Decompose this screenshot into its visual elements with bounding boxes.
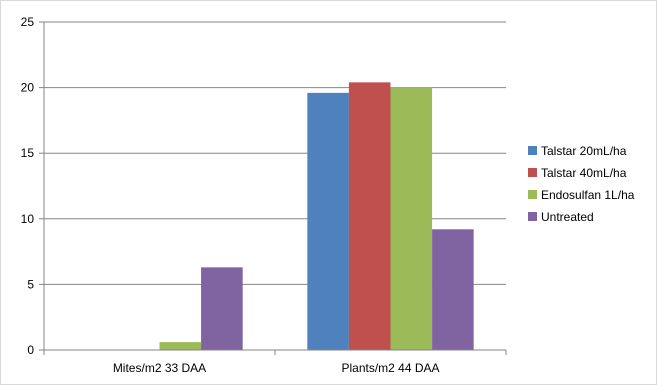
- bar-untreated-1: [432, 229, 474, 350]
- y-tick-label: 0: [27, 343, 34, 357]
- legend: Talstar 20mL/ha Talstar 40mL/ha Endosulfan…: [528, 144, 635, 224]
- bars: [159, 82, 474, 351]
- legend-swatch: [528, 168, 537, 177]
- y-tick-label: 10: [21, 212, 35, 226]
- x-axis-ticks: Mites/m2 33 DAA Plants/m2 44 DAA: [43, 350, 507, 375]
- legend-swatch: [528, 190, 537, 199]
- x-tick-label: Plants/m2 44 DAA: [341, 361, 439, 375]
- bar-talstar-40ml-ha-1: [348, 82, 391, 351]
- bar-talstar-20ml-ha-1: [307, 92, 349, 351]
- bar-endosulfan-1l-ha-1: [390, 87, 433, 350]
- legend-label: Endosulfan 1L/ha: [541, 188, 635, 202]
- legend-label: Untreated: [541, 210, 594, 224]
- bar-untreated-0: [201, 267, 243, 350]
- legend-swatch: [528, 212, 537, 221]
- legend-label: Talstar 20mL/ha: [541, 144, 627, 158]
- y-tick-label: 5: [27, 277, 34, 291]
- y-tick-label: 15: [21, 146, 35, 160]
- y-tick-label: 20: [21, 81, 35, 95]
- legend-label: Talstar 40mL/ha: [541, 166, 627, 180]
- y-axis-ticks: 0 5 10 15 20 25: [21, 15, 44, 357]
- bar-endosulfan-1l-ha-0: [159, 342, 202, 350]
- legend-swatch: [528, 146, 537, 155]
- y-tick-label: 25: [21, 15, 35, 29]
- x-tick-label: Mites/m2 33 DAA: [113, 361, 206, 375]
